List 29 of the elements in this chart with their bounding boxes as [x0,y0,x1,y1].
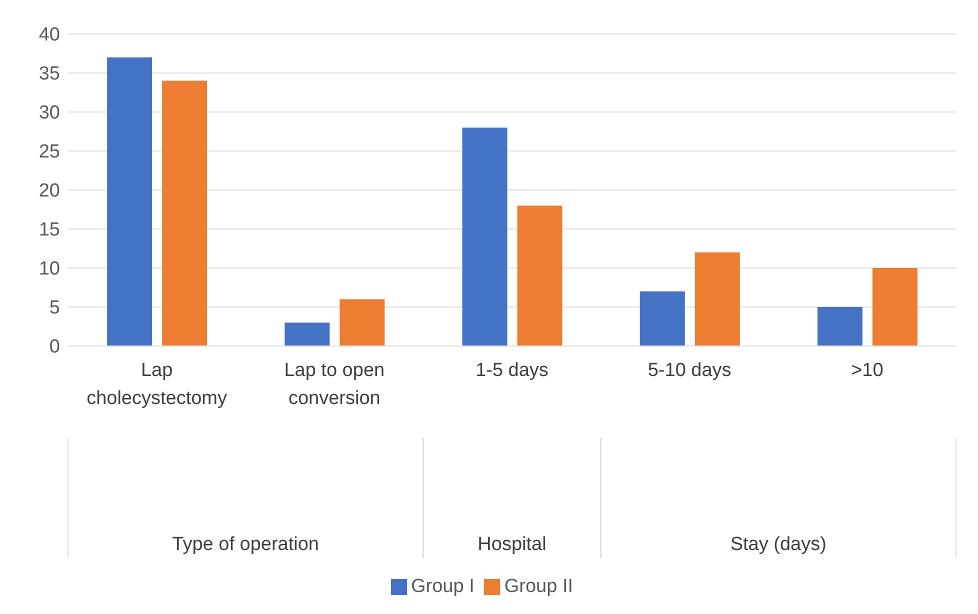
text: Stay (days) [730,534,826,555]
x-tick-label: 5-10 days [648,360,732,381]
legend-label: Group II [504,576,574,597]
bar [817,307,862,346]
y-tick-label: 0 [49,336,60,358]
bar [340,299,385,346]
y-tick-label: 15 [38,220,60,241]
bar [872,268,918,346]
x-tick-label: Lap cholecystectomy [86,360,228,409]
legend-label: Group I [410,576,474,597]
bar [462,128,508,346]
text: Hospital [478,534,546,555]
y-tick-label: 40 [38,24,60,46]
bar [107,57,152,346]
y-tick-label: 25 [38,142,60,163]
y-tick-label: 10 [38,258,60,280]
bar [640,291,685,346]
bar [284,322,330,346]
text: Type of operation [172,534,320,555]
bar [694,252,740,346]
y-tick-label: 20 [38,180,60,202]
x-tick-label: >10 [851,360,884,381]
x-tick-label: Lap to open conversion [284,360,385,409]
y-tick-label: 5 [49,298,60,319]
y-tick-label: 30 [38,102,60,124]
x-tick-label: 1-5 days [476,360,548,381]
bar [162,80,208,346]
bar [517,206,562,346]
y-tick-label: 35 [38,64,60,85]
